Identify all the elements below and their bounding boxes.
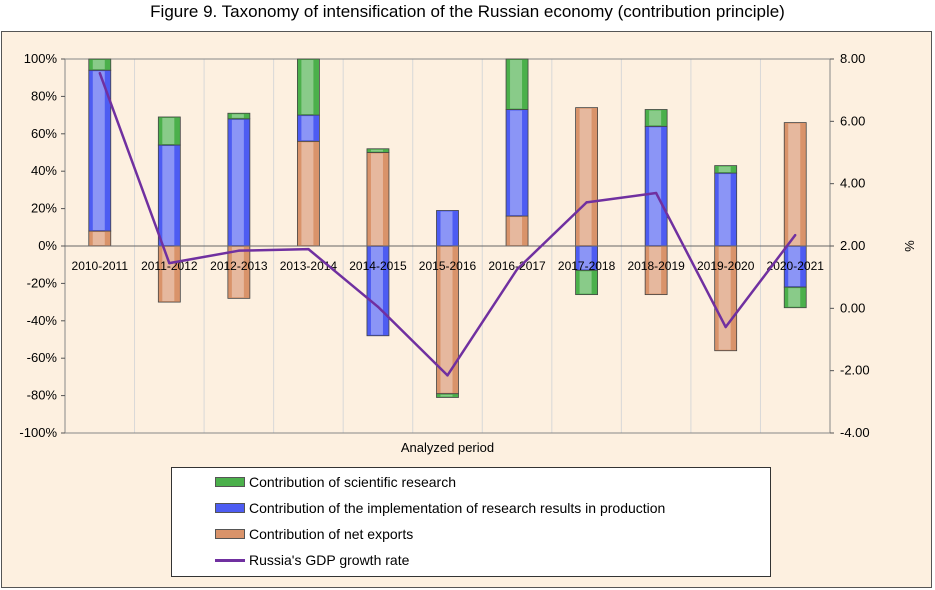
legend-swatch-gdp-growth <box>215 559 245 562</box>
bar-net-exports-highlight <box>649 247 662 294</box>
bar-implementation-highlight <box>579 247 592 270</box>
legend-swatch-net-exports <box>215 529 245 539</box>
x-axis-label: Analyzed period <box>401 440 494 455</box>
legend-label-scientific-research: Contribution of scientific research <box>249 474 456 490</box>
gdp-growth-point <box>168 261 171 265</box>
bar-net-exports-highlight <box>231 247 244 298</box>
category-label: 2017-2018 <box>558 259 616 273</box>
bar-scientific-research-highlight <box>92 60 105 70</box>
bar-scientific-research-highlight <box>162 117 175 145</box>
legend-item-scientific-research: Contribution of scientific research <box>215 471 456 493</box>
bar-net-exports-highlight <box>579 108 592 246</box>
left-tick-label: -20% <box>27 275 58 290</box>
bar-scientific-research <box>575 269 598 296</box>
bar-implementation-highlight <box>510 110 523 216</box>
bar-scientific-research <box>227 112 251 120</box>
legend-label-implementation: Contribution of the implementation of re… <box>249 500 666 516</box>
bar-implementation-highlight <box>718 174 731 245</box>
bar-implementation-highlight <box>440 211 453 245</box>
bar-scientific-research <box>157 116 181 146</box>
bar-implementation-highlight <box>231 119 244 245</box>
right-tick-label: -2.00 <box>840 363 870 378</box>
bar-implementation-highlight <box>370 247 383 335</box>
bar-scientific-research-highlight <box>510 60 523 109</box>
bar-net-exports-highlight <box>92 232 105 245</box>
legend-item-gdp-growth: Russia's GDP growth rate <box>215 549 410 571</box>
legend-swatch-scientific-research <box>215 477 245 487</box>
legend-item-net-exports: Contribution of net exports <box>215 523 414 545</box>
category-label: 2010-2011 <box>72 259 129 273</box>
bar-implementation-highlight <box>92 71 105 231</box>
bar-net-exports-highlight <box>370 153 383 245</box>
left-tick-label: -100% <box>19 425 57 440</box>
gdp-growth-point <box>585 201 588 204</box>
legend-label-gdp-growth: Russia's GDP growth rate <box>249 552 410 568</box>
right-tick-label: 4.00 <box>840 176 865 191</box>
left-tick-label: 80% <box>31 88 57 103</box>
bar-scientific-research-highlight <box>718 166 731 173</box>
bar-scientific-research <box>297 58 320 116</box>
gdp-growth-point <box>654 191 658 195</box>
gdp-growth-point <box>98 71 101 75</box>
bar-scientific-research-highlight <box>231 114 244 118</box>
right-tick-label: -4.00 <box>840 425 870 440</box>
bar-scientific-research <box>783 286 807 309</box>
bar-scientific-research <box>366 148 390 153</box>
bar-implementation-highlight <box>162 146 175 245</box>
bar-net-exports-highlight <box>301 142 314 245</box>
gdp-growth-point <box>446 374 449 377</box>
left-tick-label: -60% <box>27 350 58 365</box>
right-tick-label: 8.00 <box>840 51 865 66</box>
gdp-growth-point <box>515 268 519 271</box>
left-tick-label: -80% <box>27 388 58 403</box>
left-tick-label: 20% <box>31 201 57 216</box>
bar-scientific-research-highlight <box>649 110 662 126</box>
legend-swatch-implementation <box>215 503 245 513</box>
left-tick-label: 0% <box>38 238 57 253</box>
category-label: 2019-2020 <box>697 259 755 273</box>
category-label: 2016-2017 <box>488 259 546 273</box>
right-tick-label: 6.00 <box>840 113 865 128</box>
category-label: 2018-2019 <box>627 259 685 273</box>
gdp-growth-point <box>794 233 797 237</box>
chart-title: Figure 9. Taxonomy of intensification of… <box>150 2 785 21</box>
category-label: 2011-2012 <box>141 259 198 273</box>
bar-net-exports-highlight <box>440 247 453 393</box>
bar-scientific-research-highlight <box>788 288 801 307</box>
left-tick-label: 40% <box>31 163 57 178</box>
right-tick-label: 2.00 <box>840 238 865 253</box>
bar-scientific-research-highlight <box>301 60 314 115</box>
gdp-growth-point <box>724 325 727 329</box>
right-axis-label: % <box>902 240 917 252</box>
legend-item-implementation: Contribution of the implementation of re… <box>215 497 666 519</box>
category-label: 2015-2016 <box>419 259 477 273</box>
bar-net-exports-highlight <box>788 123 801 245</box>
bar-scientific-research <box>88 58 112 71</box>
gdp-growth-point <box>307 247 310 251</box>
chart-legend: Contribution of scientific research Cont… <box>171 467 771 577</box>
category-label: 2012-2013 <box>210 259 268 273</box>
bar-implementation-highlight <box>301 116 314 141</box>
bar-implementation-highlight <box>788 247 801 287</box>
bar-net-exports-highlight <box>510 217 523 245</box>
bar-implementation-highlight <box>649 127 662 245</box>
bar-scientific-research <box>436 393 459 398</box>
gdp-growth-point <box>376 305 380 308</box>
legend-label-net-exports: Contribution of net exports <box>249 526 414 542</box>
bar-scientific-research <box>644 109 668 127</box>
bar-scientific-research <box>505 58 529 110</box>
bar-net-exports-highlight <box>162 247 175 302</box>
category-label: 2020-2021 <box>767 259 825 273</box>
left-tick-label: 60% <box>31 126 57 141</box>
category-label: 2014-2015 <box>349 259 407 273</box>
gdp-growth-point <box>237 249 241 252</box>
bar-scientific-research <box>714 165 738 174</box>
bar-scientific-research-highlight <box>440 394 453 397</box>
right-tick-label: 0.00 <box>840 300 865 315</box>
left-tick-label: -40% <box>27 313 58 328</box>
bar-scientific-research-highlight <box>579 271 592 294</box>
left-tick-label: 100% <box>24 51 58 66</box>
bar-scientific-research-highlight <box>370 149 383 152</box>
